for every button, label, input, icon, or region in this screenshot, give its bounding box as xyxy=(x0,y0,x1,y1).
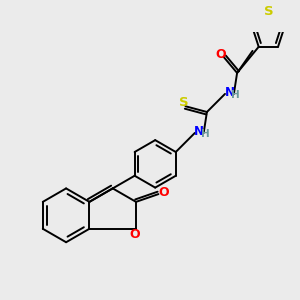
Text: H: H xyxy=(201,129,210,139)
Text: O: O xyxy=(129,228,140,241)
Text: O: O xyxy=(215,47,226,61)
Text: O: O xyxy=(159,186,170,199)
Text: N: N xyxy=(224,86,234,99)
Text: H: H xyxy=(231,90,240,100)
Text: S: S xyxy=(264,5,273,18)
Text: S: S xyxy=(179,96,189,109)
Text: N: N xyxy=(194,125,204,138)
